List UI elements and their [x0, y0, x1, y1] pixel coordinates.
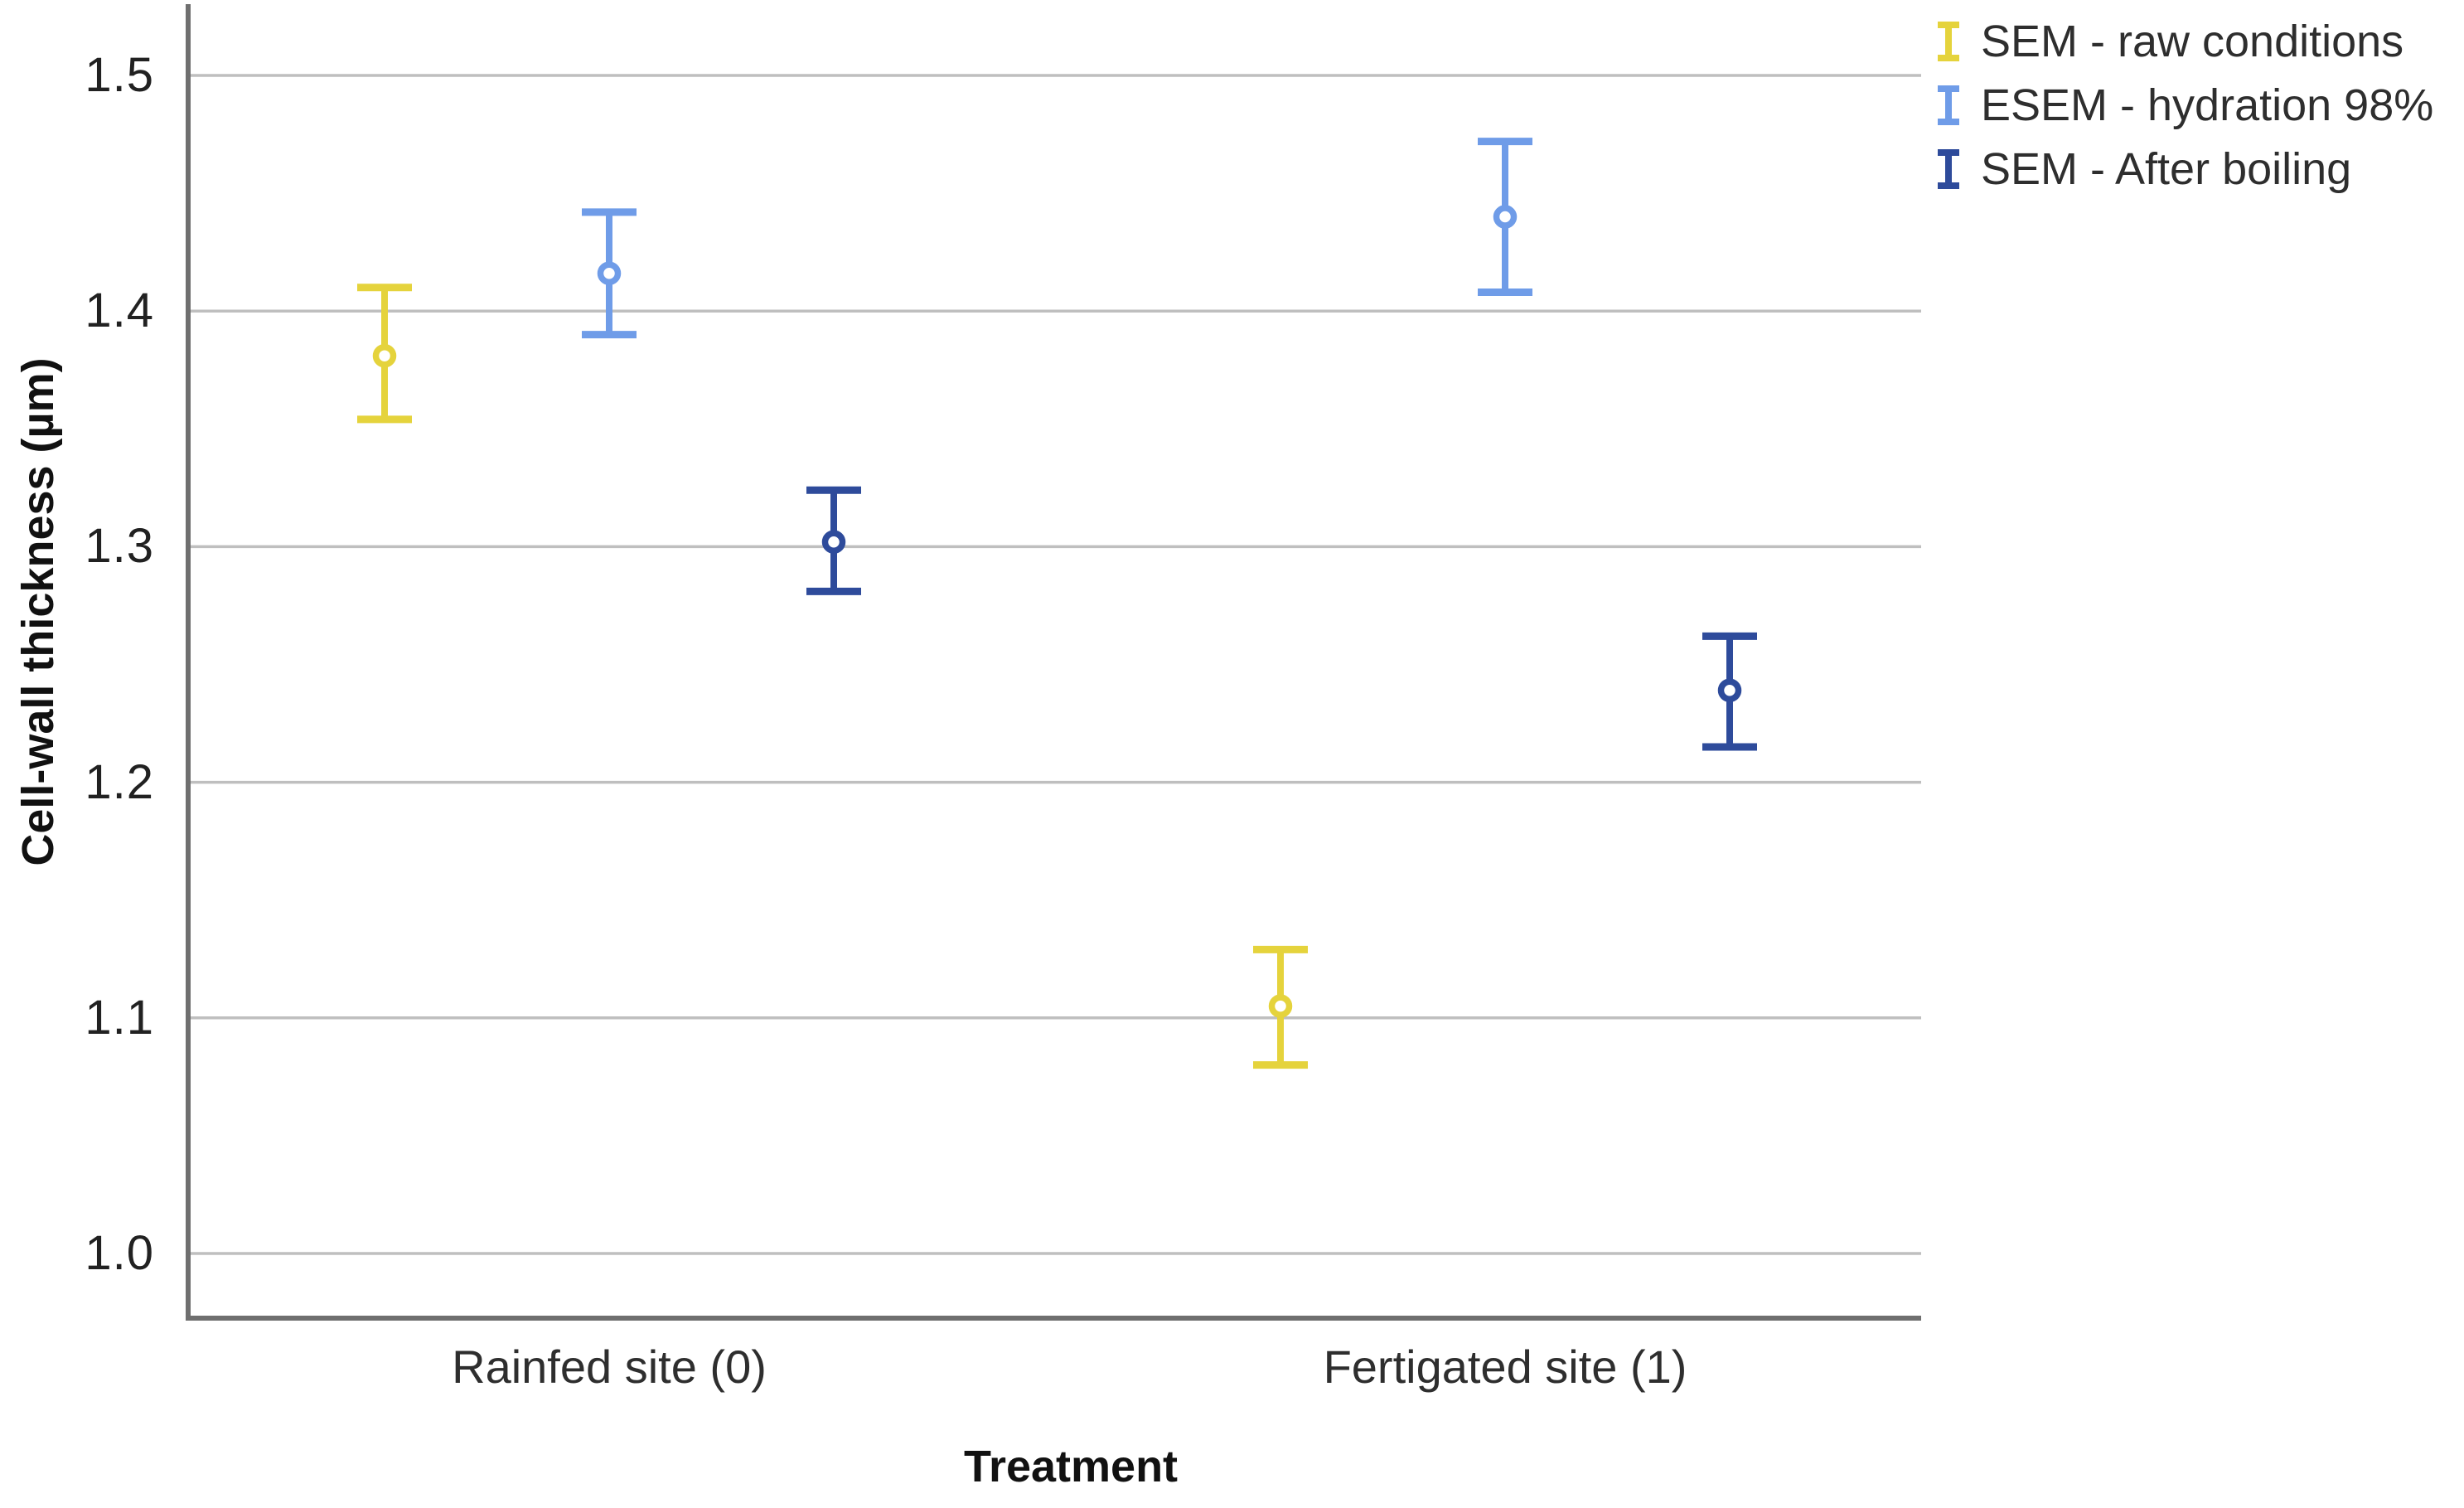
- y-axis-title: Cell-wall thickness (µm): [13, 357, 63, 866]
- mean-marker: [1493, 205, 1518, 229]
- legend: SEM - raw conditions ESEM - hydration 98…: [1933, 17, 2434, 194]
- y-tick-label-1-2: 1.2: [85, 755, 154, 809]
- y-tick-label-1-3: 1.3: [85, 519, 154, 573]
- mean-marker: [1268, 994, 1293, 1018]
- errorbar-icon: [1938, 149, 1959, 189]
- errorbar-series0-cat1: [1253, 945, 1308, 1069]
- mean-marker: [372, 343, 397, 368]
- errorbar-icon: [1938, 22, 1959, 61]
- y-tick-label-1-5: 1.5: [85, 48, 154, 102]
- legend-item-sem-boiling: SEM - After boiling: [1933, 144, 2433, 194]
- errorbar-series2-cat0: [806, 486, 861, 595]
- errorbar-series2-cat1: [1702, 632, 1757, 751]
- errorbar-series1-cat0: [582, 208, 637, 339]
- mean-marker: [1717, 678, 1742, 703]
- legend-item-label: SEM - raw conditions: [1981, 17, 2404, 66]
- errorbar-series1-cat1: [1478, 138, 1532, 296]
- legend-item-sem-raw: SEM - raw conditions: [1933, 17, 2433, 66]
- mean-marker: [821, 530, 846, 554]
- mean-marker: [597, 261, 622, 285]
- y-tick-label-1-0: 1.0: [85, 1226, 154, 1280]
- x-axis-title: Treatment: [963, 1442, 1179, 1491]
- y-tick-label-1-1: 1.1: [85, 991, 154, 1045]
- legend-item-label: SEM - After boiling: [1981, 144, 2352, 194]
- x-category-label-rainfed: Rainfed site (0): [452, 1341, 767, 1393]
- y-tick-label-1-4: 1.4: [85, 284, 154, 337]
- errorbar-icon: [1938, 85, 1959, 125]
- x-category-label-fertigated: Fertigated site (1): [1323, 1341, 1687, 1393]
- legend-item-esem-hydration: ESEM - hydration 98%: [1933, 80, 2434, 130]
- legend-item-label: ESEM - hydration 98%: [1981, 80, 2434, 130]
- errorbar-series0-cat0: [357, 284, 412, 424]
